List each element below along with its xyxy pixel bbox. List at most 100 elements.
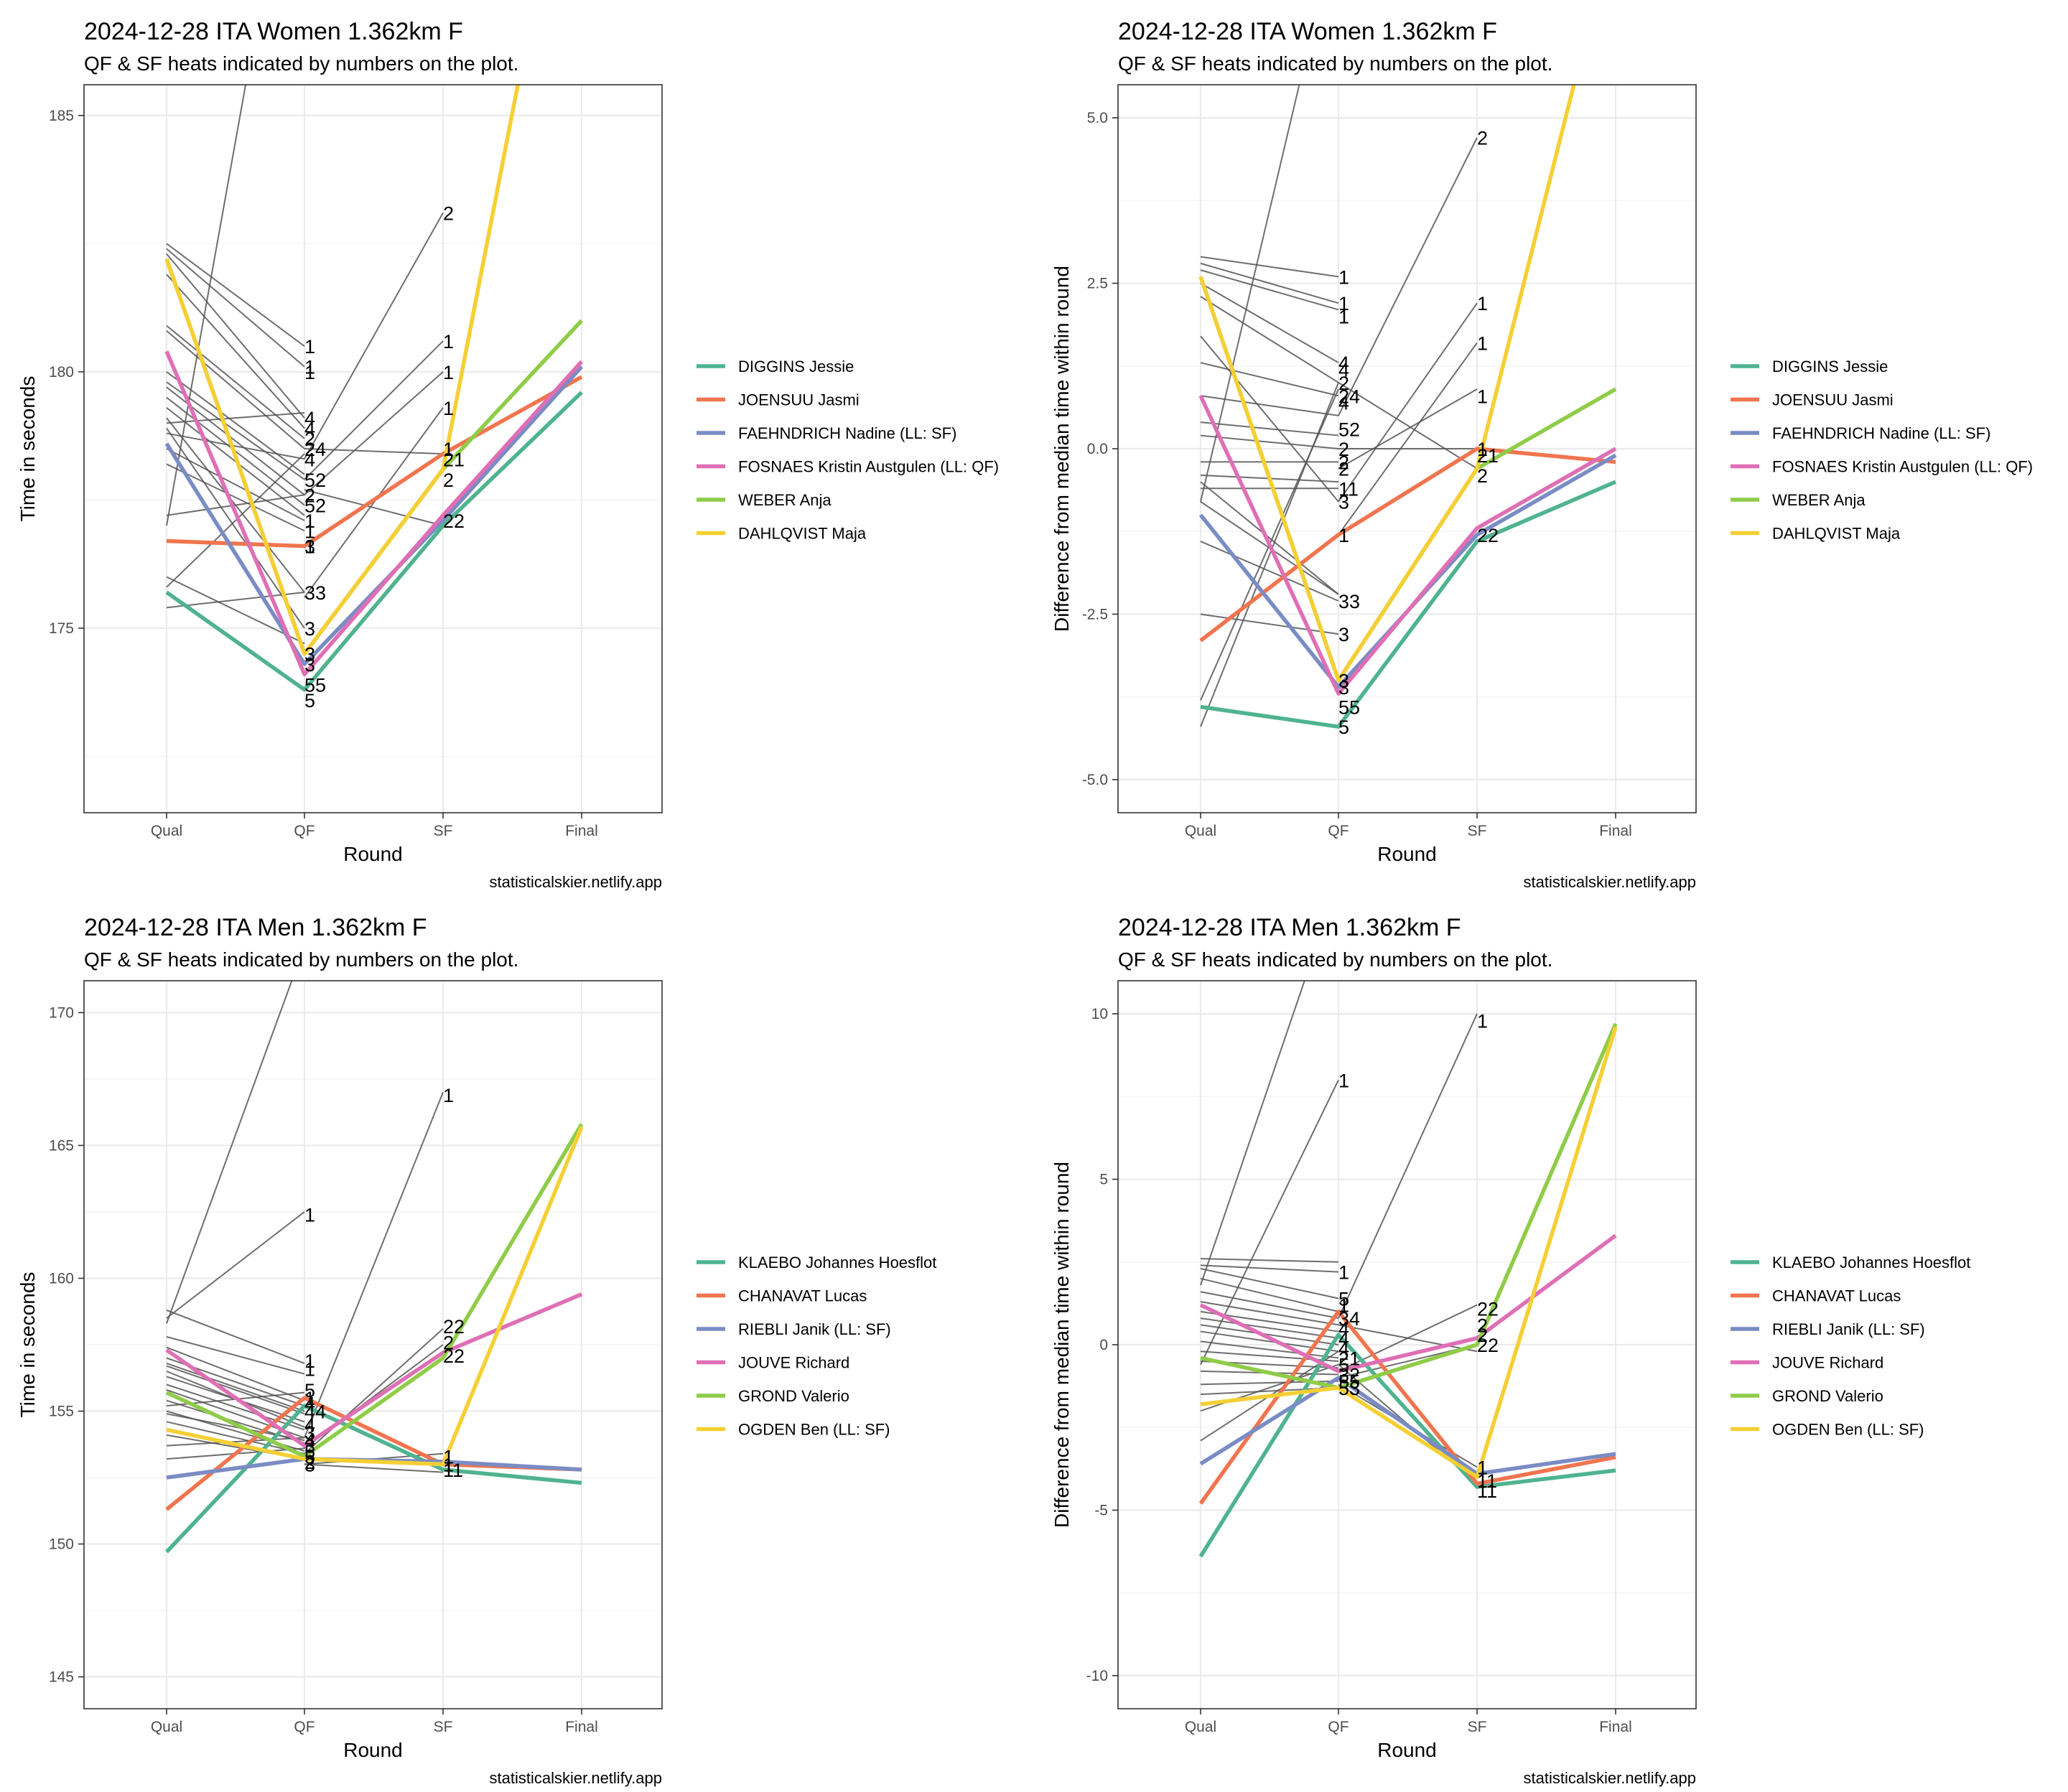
legend-label-4: FOSNAES Kristin Austgulen (LL: QF) bbox=[1772, 458, 2033, 476]
athlete-line bbox=[166, 1211, 305, 1319]
heat-label: 1 bbox=[1338, 307, 1349, 328]
athlete-line bbox=[304, 489, 444, 527]
legend-label-2: JOENSUU Jasmi bbox=[1772, 391, 1894, 409]
legend-label-6: OGDEN Ben (LL: SF) bbox=[738, 1421, 890, 1439]
athlete-line bbox=[304, 213, 444, 459]
heat-label: 1 bbox=[304, 521, 315, 542]
heat-label: 1 bbox=[1338, 525, 1349, 546]
heat-label: 4 bbox=[1338, 1328, 1349, 1350]
panel-women-diff: 2024-12-28 ITA Women 1.362km F QF & SF he… bbox=[1034, 0, 2068, 896]
heat-label: 21 bbox=[1338, 1348, 1360, 1369]
athlete-line bbox=[1338, 137, 1478, 416]
series-line-5 bbox=[1200, 1022, 1618, 1390]
athlete-line bbox=[1200, 1330, 1339, 1353]
athlete-line bbox=[1200, 256, 1339, 278]
athlete-line bbox=[1338, 1324, 1478, 1353]
panel-women-time: 2024-12-28 ITA Women 1.362km F QF & SF he… bbox=[0, 0, 1034, 896]
heat-label: 4 bbox=[304, 1393, 315, 1414]
y-tick-label: 170 bbox=[49, 1004, 74, 1021]
series-line-4 bbox=[1198, 395, 1617, 696]
series-line-4 bbox=[165, 1292, 583, 1448]
heat-label: 3 bbox=[304, 644, 315, 666]
legend-label-2: CHANAVAT Lucas bbox=[1772, 1287, 1901, 1305]
athlete-line bbox=[304, 340, 444, 480]
chart-men-time: 2024-12-28 ITA Men 1.362km F QF & SF heat… bbox=[17, 914, 936, 1787]
heat-label: 1 bbox=[1338, 1070, 1349, 1091]
athlete-line bbox=[1200, 382, 1339, 727]
x-tick-label: QF bbox=[294, 1719, 315, 1735]
heat-label: 2 bbox=[1477, 128, 1488, 149]
legend: DIGGINS Jessie JOENSUU Jasmi FAEHNDRICH Na… bbox=[697, 358, 999, 543]
legend-label-2: JOENSUU Jasmi bbox=[738, 391, 860, 409]
heat-label: 1 bbox=[443, 398, 454, 419]
source-caption: statisticalskier.netlify.app bbox=[490, 1769, 662, 1787]
athlete-line bbox=[304, 371, 444, 496]
heat-label: 55 bbox=[1338, 697, 1360, 719]
athlete-line bbox=[166, 453, 305, 588]
series-line-2 bbox=[1199, 447, 1616, 643]
chart-subtitle: QF & SF heats indicated by numbers on th… bbox=[1118, 52, 1552, 75]
y-axis-title: Difference from median time within round bbox=[1051, 1162, 1073, 1528]
heat-label: 1 bbox=[1477, 333, 1488, 355]
athlete-line bbox=[166, 1335, 305, 1375]
heat-label: 2 bbox=[1477, 1315, 1488, 1336]
heat-label: 2 bbox=[443, 470, 454, 491]
heat-label: 1 bbox=[1477, 1010, 1488, 1032]
heat-label: 1 bbox=[304, 362, 315, 383]
chart-subtitle: QF & SF heats indicated by numbers on th… bbox=[84, 948, 518, 971]
legend-label-5: WEBER Anja bbox=[738, 491, 832, 509]
x-tick-label: Final bbox=[565, 823, 598, 839]
athlete-line bbox=[166, 330, 305, 449]
heat-label: 3 bbox=[1338, 624, 1349, 645]
x-tick-label: Qual bbox=[1185, 823, 1216, 839]
athlete-line bbox=[1200, 434, 1339, 449]
chart-subtitle: QF & SF heats indicated by numbers on th… bbox=[84, 52, 518, 75]
athlete-line bbox=[166, 1362, 305, 1412]
legend-label-5: GROND Valerio bbox=[1772, 1387, 1883, 1405]
chart-title: 2024-12-28 ITA Men 1.362km F bbox=[84, 914, 427, 941]
heat-label: 1 bbox=[304, 1388, 315, 1409]
athlete-line bbox=[166, 253, 305, 419]
x-tick-label: SF bbox=[1468, 823, 1487, 839]
heat-label: 22 bbox=[1477, 1335, 1499, 1356]
heat-label: 11 bbox=[1477, 1480, 1497, 1502]
heat-label: 2 bbox=[304, 429, 315, 450]
heat-label: 11 bbox=[1338, 478, 1359, 500]
athlete-line bbox=[304, 448, 444, 455]
chart-title: 2024-12-28 ITA Women 1.362km F bbox=[84, 18, 463, 45]
legend-label-4: JOUVE Richard bbox=[738, 1354, 849, 1372]
heat-label: 5 bbox=[1338, 1288, 1349, 1310]
y-axis-title: Difference from median time within round bbox=[1051, 266, 1073, 632]
heat-label: 2 bbox=[1338, 459, 1349, 480]
heat-label: 2 bbox=[304, 1452, 315, 1473]
heat-label: 3 bbox=[304, 1455, 315, 1476]
series-line-1 bbox=[1200, 480, 1617, 729]
y-tick-label: 165 bbox=[49, 1137, 74, 1154]
y-tick-label: 0 bbox=[1099, 1337, 1108, 1353]
heat-label: 1 bbox=[443, 362, 454, 383]
heat-label: 1 bbox=[1338, 293, 1349, 314]
heat-label: 52 bbox=[304, 495, 326, 517]
panel-men-diff: 2024-12-28 ITA Men 1.362km F QF & SF heat… bbox=[1034, 896, 2068, 1792]
legend-label-6: OGDEN Ben (LL: SF) bbox=[1772, 1421, 1924, 1439]
x-axis-title: Round bbox=[343, 1739, 403, 1761]
heat-label: 44 bbox=[304, 1401, 326, 1423]
heat-label: 1 bbox=[1338, 1295, 1349, 1317]
legend: KLAEBO Johannes Hoesflot CHANAVAT Lucas RI… bbox=[1731, 1254, 1970, 1439]
athlete-line bbox=[1200, 282, 1339, 364]
heat-label: 1 bbox=[1477, 293, 1488, 314]
heat-label: 3 bbox=[304, 1436, 315, 1457]
heat-label: 3 bbox=[304, 654, 315, 676]
athlete-line bbox=[1338, 342, 1478, 536]
athlete-line bbox=[1338, 388, 1478, 470]
x-tick-label: Final bbox=[565, 1719, 598, 1735]
legend-label-5: WEBER Anja bbox=[1772, 491, 1866, 509]
legend-label-3: FAEHNDRICH Nadine (LL: SF) bbox=[1772, 424, 1990, 442]
heat-label: 34 bbox=[1338, 1308, 1360, 1330]
series-line-4 bbox=[164, 350, 584, 676]
x-tick-label: Qual bbox=[151, 823, 182, 839]
legend-label-2: CHANAVAT Lucas bbox=[738, 1287, 867, 1305]
chart-subtitle: QF & SF heats indicated by numbers on th… bbox=[1118, 948, 1552, 971]
